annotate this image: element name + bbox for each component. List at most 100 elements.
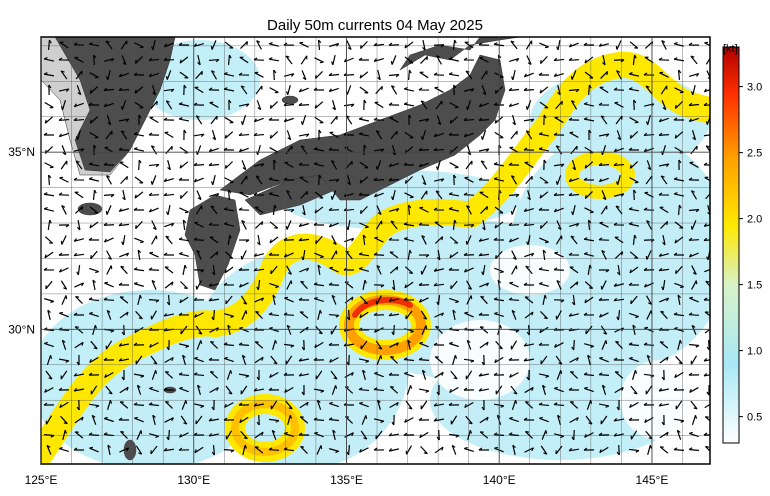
- current-arrow: [418, 357, 430, 361]
- current-arrow: [389, 251, 399, 259]
- current-arrow: [211, 399, 215, 411]
- current-arrow: [543, 159, 547, 171]
- current-arrow: [480, 205, 489, 215]
- current-arrow: [375, 130, 383, 140]
- current-arrow: [314, 101, 324, 109]
- current-arrow: [60, 235, 67, 245]
- current-arrow: [346, 444, 350, 456]
- current-arrow: [314, 57, 324, 64]
- current-arrow: [677, 69, 682, 81]
- current-arrow: [510, 385, 518, 395]
- lon-tick-label: 125°E: [25, 473, 58, 487]
- current-arrow: [598, 102, 610, 106]
- current-arrow: [253, 403, 265, 407]
- current-arrow: [223, 449, 235, 453]
- current-arrow: [600, 325, 608, 335]
- current-arrow: [478, 312, 490, 316]
- current-arrow: [224, 356, 234, 363]
- current-arrow: [613, 162, 625, 167]
- current-arrow: [526, 234, 531, 246]
- current-arrow: [195, 415, 203, 425]
- current-arrow: [283, 237, 295, 241]
- current-arrow: [554, 251, 564, 258]
- current-arrow: [283, 312, 295, 316]
- current-arrow: [586, 400, 593, 410]
- current-arrow: [58, 117, 70, 122]
- current-arrow: [193, 372, 205, 377]
- current-arrow: [45, 370, 53, 380]
- current-arrow: [453, 84, 457, 96]
- current-arrow: [588, 129, 592, 141]
- current-arrow: [674, 87, 684, 94]
- current-arrow: [433, 44, 445, 48]
- current-arrow: [133, 373, 145, 378]
- current-arrow: [705, 445, 710, 452]
- current-arrow: [571, 294, 576, 306]
- current-arrow: [74, 416, 84, 424]
- current-arrow: [88, 102, 100, 106]
- current-arrow: [120, 175, 129, 185]
- current-arrow: [555, 145, 563, 155]
- current-arrow: [150, 445, 158, 455]
- current-arrow: [164, 356, 174, 364]
- current-arrow: [675, 400, 683, 410]
- current-arrow: [360, 296, 368, 305]
- current-arrow: [268, 447, 280, 451]
- current-arrow: [119, 447, 130, 453]
- current-arrow: [449, 341, 459, 348]
- current-arrow: [61, 295, 68, 305]
- current-arrow: [629, 161, 639, 169]
- current-arrow: [526, 324, 531, 336]
- current-arrow: [449, 251, 459, 259]
- current-arrow: [73, 148, 85, 152]
- current-arrow: [328, 147, 340, 151]
- current-arrow: [523, 72, 534, 78]
- current-arrow: [615, 40, 622, 50]
- current-arrow: [133, 267, 145, 272]
- current-arrow: [76, 219, 81, 231]
- current-arrow: [433, 207, 445, 211]
- current-arrow: [314, 252, 324, 259]
- current-arrow: [223, 222, 234, 227]
- current-arrow: [255, 310, 263, 319]
- current-arrow: [253, 117, 264, 123]
- current-arrow: [690, 190, 698, 200]
- current-arrow: [163, 252, 175, 256]
- current-arrow: [103, 194, 115, 198]
- current-arrow: [373, 447, 385, 451]
- current-arrow: [197, 384, 201, 395]
- current-arrow: [613, 283, 624, 287]
- current-arrow: [675, 265, 683, 275]
- current-arrow: [613, 87, 625, 91]
- current-arrow: [300, 190, 309, 200]
- current-arrow: [598, 372, 610, 376]
- current-arrow: [616, 444, 620, 456]
- current-arrow: [673, 42, 684, 47]
- current-arrow: [524, 447, 534, 453]
- current-arrow: [74, 206, 84, 214]
- current-arrow: [673, 447, 685, 451]
- current-arrow: [44, 101, 54, 109]
- current-arrow: [509, 57, 520, 63]
- current-arrow: [388, 102, 400, 106]
- current-arrow: [408, 114, 412, 126]
- current-arrow: [283, 42, 295, 46]
- current-arrow: [569, 131, 579, 138]
- current-arrow: [285, 55, 293, 65]
- current-arrow: [629, 251, 639, 259]
- current-arrow: [269, 221, 279, 229]
- current-arrow: [405, 310, 413, 320]
- current-arrow: [526, 369, 530, 381]
- current-arrow: [210, 115, 218, 125]
- colorbar-tick-label: 2.5: [747, 148, 762, 160]
- current-arrow: [482, 219, 486, 231]
- current-arrow: [164, 266, 174, 274]
- current-arrow: [133, 342, 145, 346]
- current-arrow: [361, 369, 367, 380]
- current-arrow: [553, 299, 565, 303]
- current-arrow: [135, 355, 143, 365]
- current-arrow: [224, 161, 233, 169]
- current-arrow: [73, 42, 85, 46]
- current-arrow: [422, 39, 426, 51]
- current-arrow: [555, 100, 563, 110]
